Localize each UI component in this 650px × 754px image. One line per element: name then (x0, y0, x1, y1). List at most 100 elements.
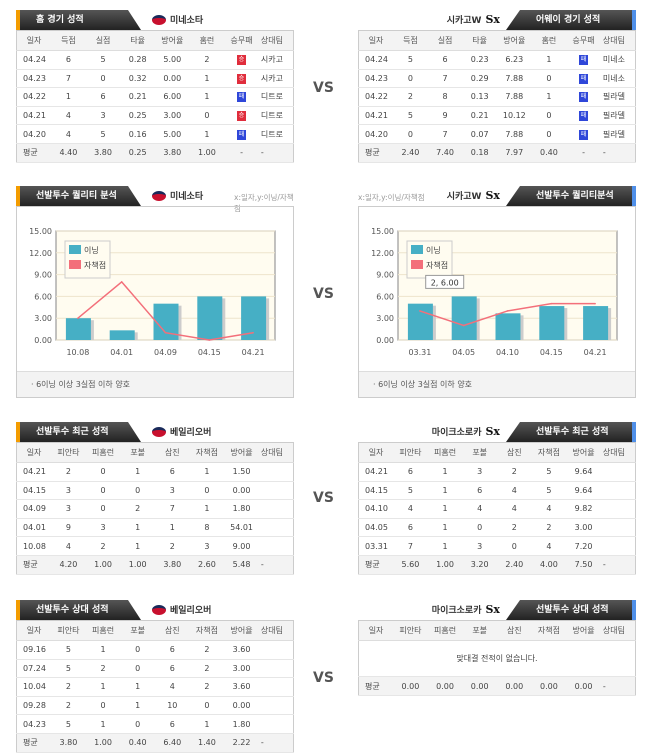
average-row: 평균 5.60 1.00 3.20 2.40 4.00 7.50- (358, 555, 636, 575)
y-tick-label: 15.00 (371, 227, 394, 236)
table-cell: 4 (462, 499, 497, 519)
table-cell: 5 (85, 124, 121, 144)
column-header: 피홈런 (427, 442, 463, 463)
table-cell: 0.00 (155, 69, 190, 89)
table-cell: 3 (189, 536, 225, 556)
table-cell: 0 (85, 696, 121, 716)
table-cell: 09.16 (16, 640, 52, 660)
empty-row: 맞대결 전적이 없습니다. (358, 640, 636, 677)
table-cell: 패 (566, 124, 601, 144)
column-header: 실점 (85, 30, 121, 51)
table-cell: 5.00 (155, 50, 190, 70)
vs-label: VS (313, 286, 334, 302)
column-header: 방어율 (566, 620, 601, 641)
table-cell: 디트로 (258, 124, 294, 144)
table-cell: 시카고 (258, 69, 294, 89)
column-header: 승무패 (224, 30, 259, 51)
table-cell: 09.28 (16, 696, 52, 716)
table-cell: 패 (566, 87, 601, 107)
table-row: 04.01 9 3 1 1 8 54.01 (16, 518, 294, 538)
stats-table: 일자 피안타 피홈런 포볼 삼진 자책점 방어율 상대팀 04.21 6 1 3 2 5 9.64 04.15… (358, 442, 636, 575)
table-cell (258, 536, 294, 556)
y-tick-label: 15.00 (29, 227, 52, 236)
team-name: 베일리오버 (170, 428, 212, 438)
table-cell: 3.00 (566, 518, 601, 538)
table-cell: 3.60 (224, 677, 259, 697)
average-cell: - (600, 676, 636, 696)
table-cell: 04.23 (16, 69, 52, 89)
average-cell: 0.00 (531, 676, 567, 696)
average-cell: 0.40 (531, 143, 567, 163)
column-header: 포볼 (462, 620, 497, 641)
average-cell: - (600, 143, 636, 163)
average-cell: 5.48 (224, 555, 259, 575)
home-pitcher-recent: 선발투수 최근 성적 베일리오버 일자 피안타 피홈런 포볼 삼진 자책점 방어율 상대팀 04.2… (16, 422, 294, 575)
column-header: 포볼 (462, 442, 497, 463)
table-cell: 5 (393, 50, 428, 70)
table-row: 04.24 6 5 0.28 5.00 2 승 시카고 (16, 50, 294, 70)
twins-logo-icon (152, 604, 166, 615)
table-cell: 9.00 (224, 536, 259, 556)
table-cell: 6 (427, 50, 463, 70)
table-cell: 04.23 (358, 69, 394, 89)
table-cell: 7.88 (497, 87, 532, 107)
point-earned-runs (164, 331, 167, 334)
average-cell: - (224, 143, 259, 163)
average-cell: - (258, 733, 294, 753)
y-tick-label: 3.00 (34, 314, 52, 323)
table-cell: 04.21 (358, 106, 394, 126)
y-tick-label: 3.00 (376, 314, 394, 323)
table-cell: 04.23 (16, 714, 52, 734)
table-cell: 6.23 (497, 50, 532, 70)
team-label: 시카고W Sx (447, 189, 500, 202)
table-cell: 3 (51, 499, 86, 519)
average-cell: 평균 (358, 555, 394, 575)
table-row: 04.23 0 7 0.29 7.88 0 패 미네소 (358, 69, 636, 89)
column-header: 삼진 (155, 442, 190, 463)
team-label: 베일리오버 (152, 425, 211, 438)
chart-box: 0.00 3.00 6.00 9.00 12.00 15.00 03.31 04.05 04.1… (358, 206, 636, 398)
table-cell (258, 696, 294, 716)
table-cell: 04.22 (16, 87, 52, 107)
table-cell: 승 (224, 106, 259, 126)
table-cell: 1 (189, 499, 225, 519)
table-cell: 4 (51, 106, 86, 126)
column-header: 자책점 (189, 442, 225, 463)
table-cell: 10.08 (16, 536, 52, 556)
section-header: 선발투수 퀄리티 분석 미네소타 x:일자,y:이닝/자책점 (16, 186, 294, 213)
table-row: 04.21 4 3 0.25 3.00 0 승 디트로 (16, 106, 294, 126)
table-header-row: 일자 피안타 피홈런 포볼 삼진 자책점 방어율 상대팀 (358, 442, 636, 463)
table-cell: 0.16 (120, 124, 155, 144)
table-cell: 9.64 (566, 481, 601, 501)
table-cell (258, 481, 294, 501)
team-label: 미네소타 (152, 189, 203, 202)
table-cell: 6 (462, 481, 497, 501)
average-cell: 평균 (16, 733, 52, 753)
table-cell: 0 (497, 536, 532, 556)
table-cell: 5 (51, 659, 86, 679)
column-header: 방어율 (497, 30, 532, 51)
column-header: 득점 (51, 30, 86, 51)
average-cell: 0.00 (497, 676, 532, 696)
table-cell: 0 (120, 640, 155, 660)
x-tick-label: 04.01 (110, 348, 133, 357)
table-cell: 2 (51, 696, 86, 716)
table-cell: 3 (155, 481, 190, 501)
table-cell: 2 (393, 87, 428, 107)
legend-innings-swatch (69, 245, 81, 254)
table-cell: 1 (85, 677, 121, 697)
table-cell: 0 (85, 499, 121, 519)
table-cell: 0.13 (462, 87, 497, 107)
table-cell: 1.80 (224, 714, 259, 734)
bar-innings (583, 306, 609, 340)
table-cell: 7 (427, 124, 463, 144)
column-header: 상대팀 (258, 620, 294, 641)
y-tick-label: 6.00 (376, 292, 394, 301)
axis-note: x:일자,y:이닝/자책점 (234, 193, 294, 213)
table-cell: 0 (531, 69, 567, 89)
average-cell: 3.80 (85, 143, 121, 163)
y-tick-label: 12.00 (29, 249, 52, 258)
team-name: 베일리오버 (170, 606, 212, 616)
table-cell: 0 (120, 481, 155, 501)
bar-innings (451, 296, 477, 340)
